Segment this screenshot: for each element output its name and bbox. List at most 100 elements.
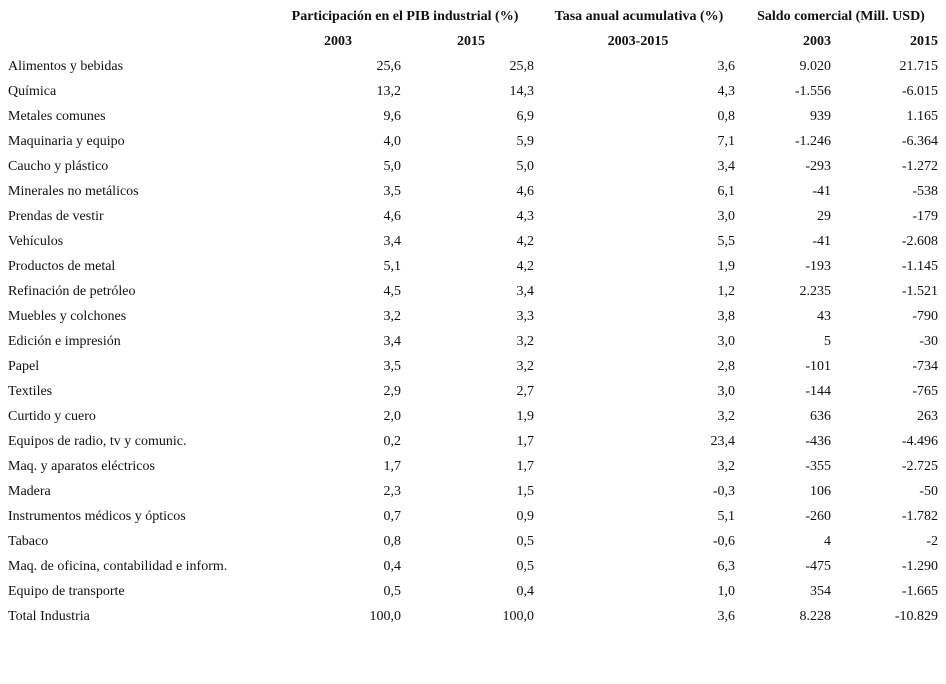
row-label: Muebles y colchones xyxy=(8,309,127,324)
row-label: Madera xyxy=(8,484,51,499)
cell: 0,5 xyxy=(516,559,535,574)
cell: 100,0 xyxy=(369,609,402,624)
cell: -0,6 xyxy=(712,534,735,549)
cell: 1.165 xyxy=(906,109,939,124)
row-label: Edición e impresión xyxy=(8,334,121,349)
sub-header: 2003 xyxy=(324,34,352,49)
cell: 636 xyxy=(810,409,831,424)
cell: 3,5 xyxy=(383,184,402,199)
cell: -436 xyxy=(805,434,831,449)
cell: -1.665 xyxy=(901,584,938,599)
cell: 5,0 xyxy=(383,159,402,174)
cell: 939 xyxy=(810,109,831,124)
cell: 43 xyxy=(817,309,831,324)
cell: 3,4 xyxy=(516,284,535,299)
row-label: Refinación de petróleo xyxy=(8,284,136,299)
row-label: Equipo de transporte xyxy=(8,584,125,599)
cell: 3,5 xyxy=(383,359,402,374)
cell: 4,2 xyxy=(516,259,535,274)
cell: 3,3 xyxy=(516,309,535,324)
cell: 1,7 xyxy=(383,459,402,474)
cell: -790 xyxy=(912,309,938,324)
cell: 21.715 xyxy=(899,59,939,74)
cell: 1,7 xyxy=(516,434,535,449)
cell: 5,9 xyxy=(516,134,535,149)
cell: 4,6 xyxy=(516,184,535,199)
cell: -6.015 xyxy=(901,84,938,99)
cell: 106 xyxy=(810,484,831,499)
cell: 3,8 xyxy=(717,309,736,324)
group-header: Participación en el PIB industrial (%) xyxy=(291,9,519,24)
cell: -765 xyxy=(912,384,938,399)
cell: 29 xyxy=(817,209,831,224)
cell: 0,4 xyxy=(383,559,402,574)
cell: -538 xyxy=(912,184,938,199)
cell: 0,5 xyxy=(516,534,535,549)
cell: 2,7 xyxy=(516,384,535,399)
cell: 1,9 xyxy=(516,409,535,424)
cell: 4,3 xyxy=(516,209,535,224)
cell: 4,0 xyxy=(383,134,402,149)
cell: 6,3 xyxy=(717,559,736,574)
sub-header: 2003-2015 xyxy=(607,34,669,49)
cell: 2,8 xyxy=(717,359,736,374)
cell: 2,9 xyxy=(383,384,402,399)
cell: -2 xyxy=(926,534,938,549)
row-label: Química xyxy=(8,84,57,99)
row-label: Alimentos y bebidas xyxy=(8,59,124,74)
row-label: Curtido y cuero xyxy=(8,409,96,424)
cell: -41 xyxy=(812,184,831,199)
cell: -2.725 xyxy=(901,459,938,474)
cell: 4,6 xyxy=(383,209,402,224)
cell: -0,3 xyxy=(712,484,735,499)
cell: -1.290 xyxy=(901,559,938,574)
cell: 0,8 xyxy=(383,534,402,549)
cell: 6,9 xyxy=(516,109,535,124)
cell: 0,8 xyxy=(717,109,736,124)
cell: 2,0 xyxy=(383,409,402,424)
cell: -4.496 xyxy=(901,434,938,449)
cell: 25,6 xyxy=(376,59,402,74)
cell: 5,0 xyxy=(516,159,535,174)
cell: 3,2 xyxy=(516,334,535,349)
cell: 354 xyxy=(810,584,831,599)
cell: 8.228 xyxy=(799,609,832,624)
row-label: Total Industria xyxy=(8,609,90,624)
cell: 3,6 xyxy=(717,59,736,74)
cell: -144 xyxy=(805,384,831,399)
cell: -1.782 xyxy=(901,509,938,524)
cell: -101 xyxy=(805,359,831,374)
cell: 3,2 xyxy=(717,409,736,424)
cell: 4,3 xyxy=(717,84,736,99)
sub-header: 2015 xyxy=(910,34,938,49)
cell: 3,6 xyxy=(717,609,736,624)
cell: 5,5 xyxy=(717,234,736,249)
group-header: Tasa anual acumulativa (%) xyxy=(554,9,724,24)
group-header: Saldo comercial (Mill. USD) xyxy=(757,9,925,24)
cell: 2,3 xyxy=(383,484,402,499)
cell: 3,0 xyxy=(717,209,736,224)
sub-header: 2003 xyxy=(803,34,831,49)
row-label: Instrumentos médicos y ópticos xyxy=(8,509,186,524)
row-label: Maq. y aparatos eléctricos xyxy=(8,459,155,474)
cell: -179 xyxy=(912,209,938,224)
row-label: Caucho y plástico xyxy=(8,159,109,174)
cell: -355 xyxy=(805,459,831,474)
cell: 3,0 xyxy=(717,384,736,399)
cell: -260 xyxy=(805,509,831,524)
cell: 0,9 xyxy=(516,509,535,524)
cell: -734 xyxy=(912,359,938,374)
cell: 3,4 xyxy=(717,159,736,174)
cell: -1.556 xyxy=(794,84,831,99)
row-label: Vehículos xyxy=(8,234,64,249)
cell: 3,2 xyxy=(383,309,402,324)
cell: -1.521 xyxy=(901,284,938,299)
cell: 14,3 xyxy=(509,84,535,99)
cell: -41 xyxy=(812,234,831,249)
cell: -10.829 xyxy=(894,609,938,624)
cell: 100,0 xyxy=(502,609,535,624)
row-label: Minerales no metálicos xyxy=(8,184,139,199)
cell: -1.246 xyxy=(794,134,831,149)
cell: 3,4 xyxy=(383,234,402,249)
